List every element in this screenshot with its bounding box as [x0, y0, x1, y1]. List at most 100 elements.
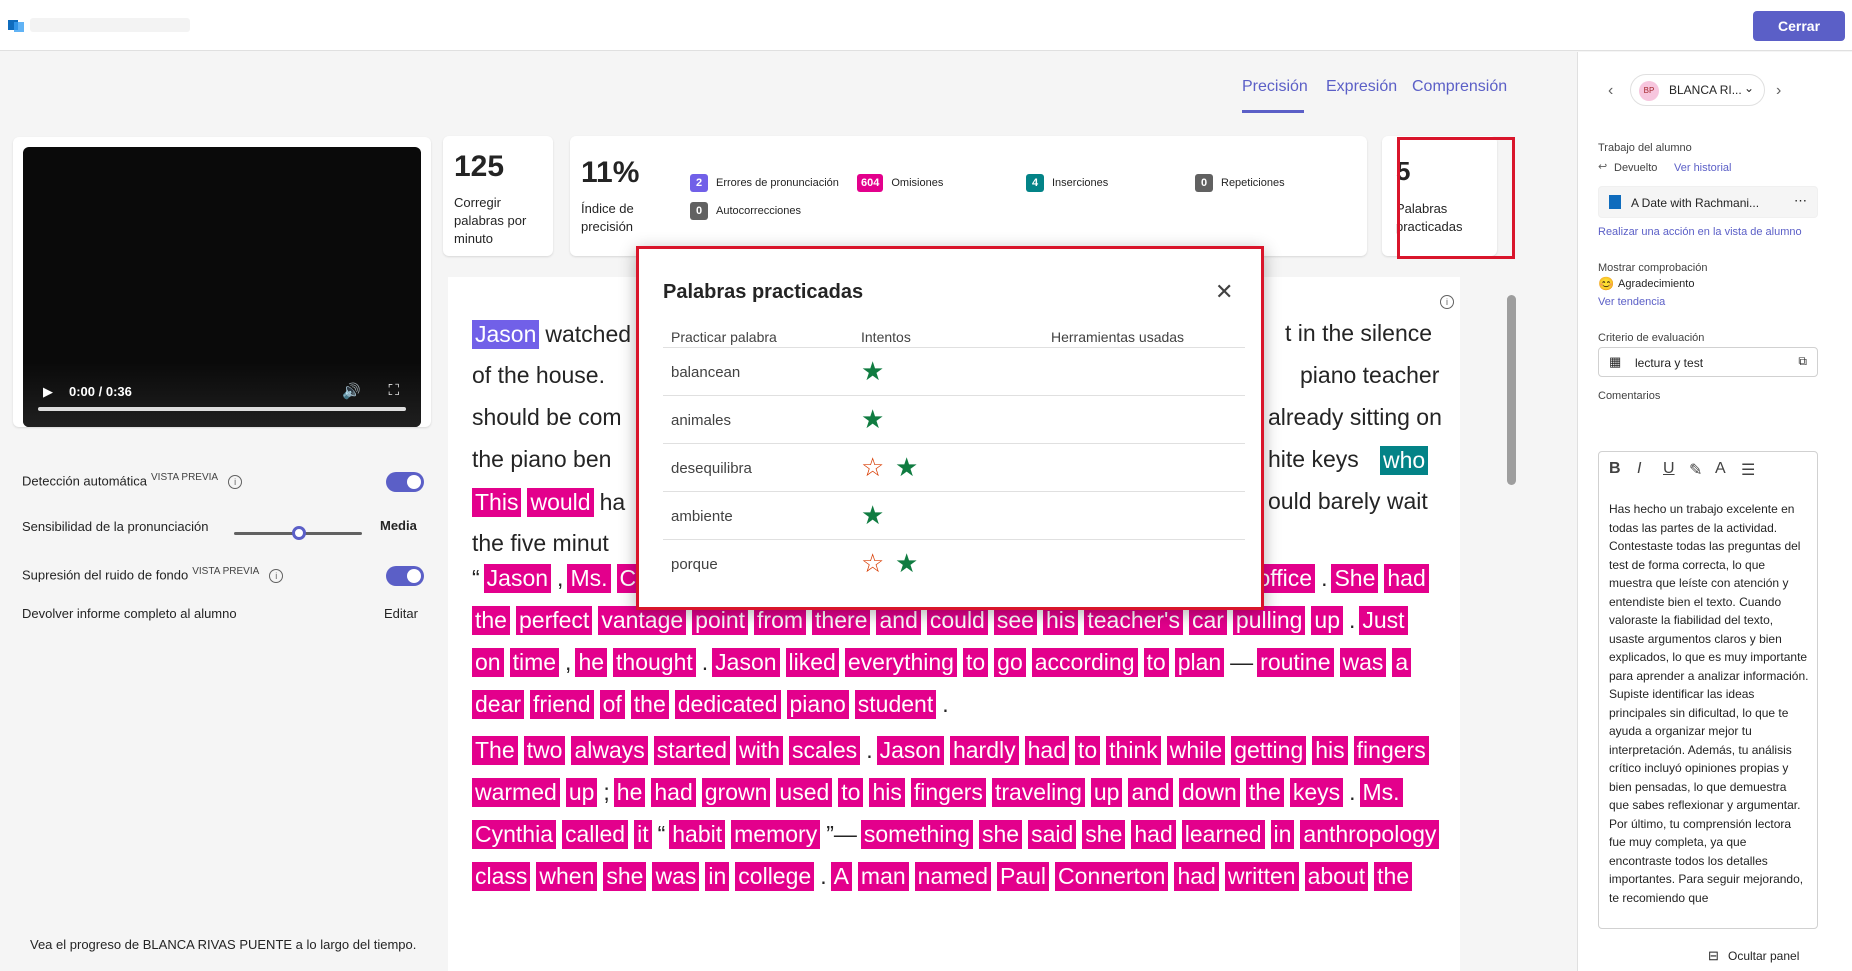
word-omitted[interactable]: his	[1042, 606, 1079, 635]
word-omitted[interactable]: had	[1131, 820, 1176, 849]
rubric-box[interactable]: ▦ lectura y test ⧉	[1598, 347, 1818, 377]
tab-expression[interactable]: Expresión	[1326, 78, 1398, 95]
word-omitted[interactable]: of	[599, 690, 625, 719]
word-omitted[interactable]: the	[472, 606, 510, 635]
word-omitted[interactable]: fingers	[1353, 736, 1429, 765]
word-omitted[interactable]: always	[571, 736, 648, 765]
word-omitted[interactable]: man	[857, 862, 909, 891]
font-color-icon[interactable]: A	[1715, 460, 1726, 477]
word-omitted[interactable]: grown	[701, 778, 771, 807]
more-icon[interactable]: ⋯	[1794, 193, 1807, 208]
info-icon[interactable]: i	[1440, 295, 1454, 309]
word-omitted[interactable]: Just	[1359, 606, 1408, 635]
word-omitted[interactable]: the	[1245, 778, 1284, 807]
word-omitted[interactable]: car	[1188, 606, 1227, 635]
error-selfcorrections[interactable]: 0 Autocorrecciones	[690, 202, 801, 220]
italic-icon[interactable]: I	[1637, 460, 1642, 477]
word-omitted[interactable]: down	[1178, 778, 1240, 807]
word-omitted[interactable]: when	[536, 862, 598, 891]
progress-note[interactable]: Vea el progreso de BLANCA RIVAS PUENTE a…	[30, 937, 417, 952]
chevron-right-icon[interactable]: ›	[1776, 82, 1782, 99]
word-omitted[interactable]: named	[914, 862, 991, 891]
word-omitted[interactable]: learned	[1181, 820, 1265, 849]
word-omitted[interactable]: and	[876, 606, 921, 635]
word-omitted[interactable]: up	[1090, 778, 1123, 807]
word-inserted[interactable]: who	[1380, 446, 1429, 475]
word-omitted[interactable]: class	[472, 862, 531, 891]
word-omitted[interactable]: getting	[1231, 736, 1307, 765]
video-progress-bar[interactable]	[38, 407, 406, 411]
edit-link[interactable]: Editar	[384, 606, 418, 621]
play-icon[interactable]: ▶	[43, 384, 53, 399]
word-omitted[interactable]: with	[736, 736, 783, 765]
word-omitted[interactable]: college	[735, 862, 815, 891]
word-omitted[interactable]: about	[1304, 862, 1369, 891]
word-omitted[interactable]: it	[634, 820, 652, 849]
word-omitted[interactable]: she	[603, 862, 647, 891]
comment-box[interactable]: B I U ✎ A ☰ Has hecho un trabajo excelen…	[1598, 451, 1818, 929]
word-omitted[interactable]: had	[1024, 736, 1069, 765]
word-omitted[interactable]: office	[1254, 564, 1316, 593]
word-omitted[interactable]: to	[962, 648, 989, 677]
error-omissions[interactable]: 604 Omisiones	[857, 174, 943, 192]
word-omitted[interactable]: teacher's	[1084, 606, 1183, 635]
word-omitted[interactable]: friend	[530, 690, 594, 719]
word-omitted[interactable]: Jason	[483, 564, 552, 593]
word-omitted[interactable]: warmed	[472, 778, 560, 807]
word-omitted[interactable]: he	[613, 778, 646, 807]
highlight-icon[interactable]: ✎	[1689, 462, 1703, 479]
word-omitted[interactable]: A	[830, 862, 852, 891]
trend-link[interactable]: Ver tendencia	[1598, 296, 1666, 308]
word-omitted[interactable]: used	[776, 778, 833, 807]
close-icon[interactable]: ✕	[1215, 279, 1234, 304]
auto-detect-toggle[interactable]	[386, 472, 424, 492]
word-omitted[interactable]: to	[838, 778, 864, 807]
hide-panel-icon[interactable]: ⊟	[1708, 948, 1719, 963]
word-omitted[interactable]: was	[652, 862, 700, 891]
assignment-file[interactable]: A Date with Rachmani... ⋯	[1598, 186, 1818, 218]
word-omitted[interactable]: dedicated	[674, 690, 781, 719]
word-omitted[interactable]: dear	[472, 690, 525, 719]
word-omitted[interactable]: scales	[788, 736, 861, 765]
open-external-icon[interactable]: ⧉	[1798, 354, 1807, 368]
word-omitted[interactable]: routine	[1257, 648, 1334, 677]
word-omitted[interactable]: thought	[613, 648, 696, 677]
chevron-left-icon[interactable]: ‹	[1608, 82, 1614, 99]
error-repetitions[interactable]: 0 Repeticiones	[1195, 174, 1285, 192]
close-button[interactable]: Cerrar	[1753, 11, 1845, 41]
word-omitted[interactable]: while	[1166, 736, 1226, 765]
word-omitted[interactable]: in	[1270, 820, 1295, 849]
word-omitted[interactable]: traveling	[991, 778, 1085, 807]
history-link[interactable]: Ver historial	[1674, 162, 1732, 174]
fullscreen-icon[interactable]: ⛶	[388, 382, 399, 399]
word-omitted[interactable]: Jason	[712, 648, 780, 677]
student-view-link[interactable]: Realizar una acción en la vista de alumn…	[1598, 226, 1802, 238]
word-omitted[interactable]: pulling	[1232, 606, 1306, 635]
word-omitted[interactable]: keys	[1289, 778, 1344, 807]
error-insertions[interactable]: 4 Inserciones	[1026, 174, 1108, 192]
word-omitted[interactable]: could	[926, 606, 988, 635]
word-omitted[interactable]: to	[1074, 736, 1101, 765]
info-icon[interactable]: i	[228, 474, 243, 489]
word-omitted[interactable]: his	[869, 778, 905, 807]
word-omitted[interactable]: the	[1374, 862, 1413, 891]
word-omitted[interactable]: said	[1028, 820, 1077, 849]
word-omitted[interactable]: point	[692, 606, 749, 635]
word-omitted[interactable]: The	[472, 736, 518, 765]
practiced-card[interactable]: 5 Palabras practicadas	[1382, 136, 1497, 256]
passage-scrollbar[interactable]	[1504, 277, 1518, 971]
volume-icon[interactable]: 🔊	[342, 383, 361, 400]
tab-comprehension[interactable]: Comprensión	[1412, 78, 1508, 95]
word-omitted[interactable]: something	[860, 820, 973, 849]
word-omitted[interactable]: everything	[844, 648, 957, 677]
video-player[interactable]: ▶ 0:00 / 0:36 🔊 ⛶	[23, 147, 421, 427]
word-omitted[interactable]: had	[1384, 564, 1429, 593]
bold-icon[interactable]: B	[1609, 460, 1621, 477]
word-omitted[interactable]: fingers	[910, 778, 986, 807]
word-omitted[interactable]: Paul	[997, 862, 1050, 891]
error-pronunciation[interactable]: 2 Errores de pronunciación	[690, 174, 839, 192]
scrollbar-thumb[interactable]	[1507, 295, 1516, 485]
word-omitted[interactable]: liked	[785, 648, 839, 677]
word-omitted[interactable]: on	[472, 648, 504, 677]
word-omitted[interactable]: go	[994, 648, 1026, 677]
